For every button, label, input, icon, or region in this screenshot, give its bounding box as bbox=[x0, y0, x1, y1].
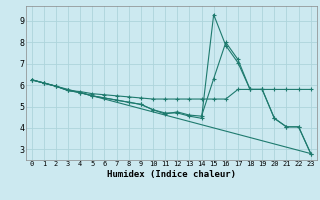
X-axis label: Humidex (Indice chaleur): Humidex (Indice chaleur) bbox=[107, 170, 236, 179]
